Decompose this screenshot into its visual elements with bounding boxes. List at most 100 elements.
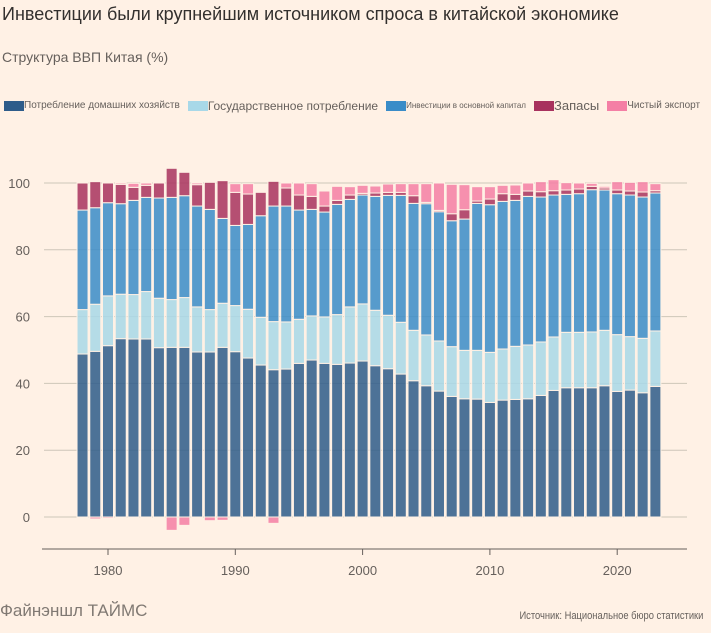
bar-segment [280, 368, 293, 518]
bar-segment [242, 193, 255, 225]
bar-segment [534, 181, 547, 193]
bar-segment [356, 303, 369, 362]
bar-segment [127, 186, 140, 201]
bar-segment [152, 182, 165, 199]
bar-segment [242, 357, 255, 518]
bar-segment [331, 363, 344, 518]
bar-segment [254, 364, 267, 518]
bar-segment [649, 330, 662, 387]
source-note: Источник: Национальное бюро статистики [519, 610, 703, 622]
bar-segment [534, 341, 547, 396]
bar-segment [280, 205, 293, 323]
bar-segment [420, 183, 433, 203]
bar-segment [623, 336, 636, 391]
bar-segment [598, 329, 611, 387]
bar-segment [585, 189, 598, 333]
bar-segment [585, 331, 598, 389]
bar-segment [267, 369, 280, 518]
bar-segment [89, 181, 102, 209]
bar-segment [203, 351, 216, 518]
bar-segment [343, 306, 356, 364]
bar-segment [445, 220, 458, 348]
bar-segment [280, 187, 293, 207]
bar-segment [127, 294, 140, 340]
bar-segment [292, 209, 305, 320]
bar-segment [242, 308, 255, 359]
bar-segment [369, 365, 382, 518]
bar-segment [407, 380, 420, 518]
bar-segment [471, 186, 484, 202]
legend-label-government: Государственное потребление [207, 98, 379, 113]
bar-segment [382, 368, 395, 518]
bar-segment [573, 182, 586, 190]
legend-swatch-investment [386, 100, 407, 111]
bar-segment [343, 186, 356, 196]
bar-segment [127, 338, 140, 518]
bar-segment [102, 295, 114, 347]
legend: Потребление домашних хозяйств Государств… [4, 98, 708, 113]
bar-segment [152, 347, 165, 518]
bar-segment [636, 337, 649, 394]
bar-segment [573, 188, 586, 195]
bar-segment [598, 385, 611, 518]
bar-segment [585, 185, 598, 191]
bar-segment [280, 321, 293, 370]
bar-segment [178, 516, 191, 526]
bar-segment [331, 203, 344, 316]
legend-swatch-government [187, 100, 208, 111]
bar-segment [394, 373, 407, 518]
bar-segment [598, 185, 611, 189]
bar-segment [394, 183, 407, 193]
bar-segment [585, 182, 598, 187]
bar-segment [76, 353, 89, 518]
bar-segment [318, 211, 331, 318]
bar-segment [407, 202, 420, 331]
legend-item-inventories: Запасы [533, 98, 600, 113]
bar-segment [292, 318, 305, 364]
y-tick-label: 80 [16, 243, 30, 258]
bar-segment [407, 195, 420, 204]
bar-segment [649, 192, 662, 332]
bar-segment [76, 516, 89, 519]
bar-segment [165, 167, 178, 198]
bar-segment [242, 183, 255, 195]
bar-segment [343, 198, 356, 308]
bar-segment [483, 351, 496, 403]
bar-segment [191, 182, 204, 186]
bar-segment [382, 183, 395, 193]
legend-label-inventories: Запасы [553, 98, 600, 113]
legend-swatch-net-exports [607, 100, 628, 111]
legend-swatch-inventories [533, 100, 554, 111]
bar-segment [356, 194, 369, 305]
bar-segment [331, 185, 344, 201]
bar-segment [471, 202, 484, 351]
bar-segment [331, 199, 344, 205]
bar-segment [560, 331, 573, 389]
bar-segment [254, 215, 267, 318]
legend-item-household: Потребление домашних хозяйств [4, 100, 180, 111]
bar-segment [102, 516, 114, 519]
bar-segment [458, 184, 471, 211]
bar-segment [292, 182, 305, 196]
bar-segment [471, 398, 484, 518]
bar-segment [127, 199, 140, 296]
bar-segment [114, 338, 127, 518]
bar-segment [483, 186, 496, 200]
bar-segment [191, 351, 204, 518]
bar-segment [496, 348, 509, 401]
y-tick-label: 100 [8, 176, 30, 191]
bar-segment [191, 205, 204, 308]
bar-segment [496, 399, 509, 518]
bar-segment [305, 208, 318, 317]
bar-segment [445, 346, 458, 397]
bar-segment [76, 309, 89, 355]
bar-segment [254, 316, 267, 366]
bar-segment [471, 349, 484, 400]
bar-segment [343, 194, 356, 200]
bar-segment [152, 297, 165, 349]
bar-segment [547, 179, 560, 192]
bar-segment [636, 196, 649, 339]
bar-segment [356, 360, 369, 518]
bar-segment [407, 183, 420, 197]
bar-segment [114, 183, 127, 205]
